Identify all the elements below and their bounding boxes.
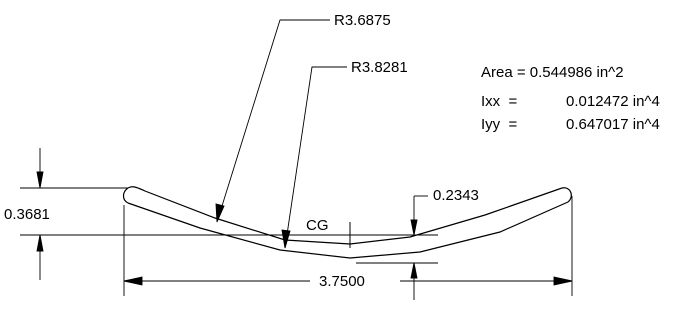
width-dimension-right-arrow — [553, 276, 573, 286]
outer-radius-arrow — [281, 229, 291, 249]
section-outline — [122, 186, 572, 259]
width-dimension-left-arrow — [123, 276, 143, 286]
height-dimension-lower-arrow — [36, 234, 44, 252]
iyy-value: 0.647017 in^4 — [566, 116, 660, 133]
height-dimension-upper-arrow — [36, 171, 44, 189]
cg-offset-upper-arrow — [410, 219, 418, 236]
extension-lines — [20, 187, 573, 296]
cg-offset-lower-arrow — [410, 262, 418, 279]
total-height-label: 0.3681 — [4, 206, 50, 223]
area-property: Area = 0.544986 in^2 — [481, 64, 624, 81]
iyy-label: Iyy = — [481, 116, 518, 133]
section-right-end-cap — [561, 187, 572, 203]
ixx-value: 0.012472 in^4 — [566, 93, 660, 110]
inner-radius-label: R3.6875 — [334, 12, 391, 29]
cg-offset-label: 0.2343 — [433, 187, 479, 204]
inner-radius-arrow — [215, 203, 225, 223]
cg-marker — [338, 222, 362, 248]
section-upper-curve — [127, 186, 563, 245]
cg-offset-dimension — [410, 195, 428, 300]
outer-radius-label: R3.8281 — [351, 59, 408, 76]
section-lower-curve — [127, 201, 569, 259]
ixx-label: Ixx = — [481, 93, 518, 110]
section-left-end-cap — [122, 187, 129, 204]
cg-label: CG — [306, 217, 329, 234]
width-dimension — [123, 276, 573, 286]
radius-leaders — [215, 19, 347, 249]
width-label: 3.7500 — [319, 273, 365, 290]
height-dimension — [36, 148, 44, 280]
inner-radius-leader — [216, 19, 330, 223]
outer-radius-leader — [284, 66, 347, 249]
